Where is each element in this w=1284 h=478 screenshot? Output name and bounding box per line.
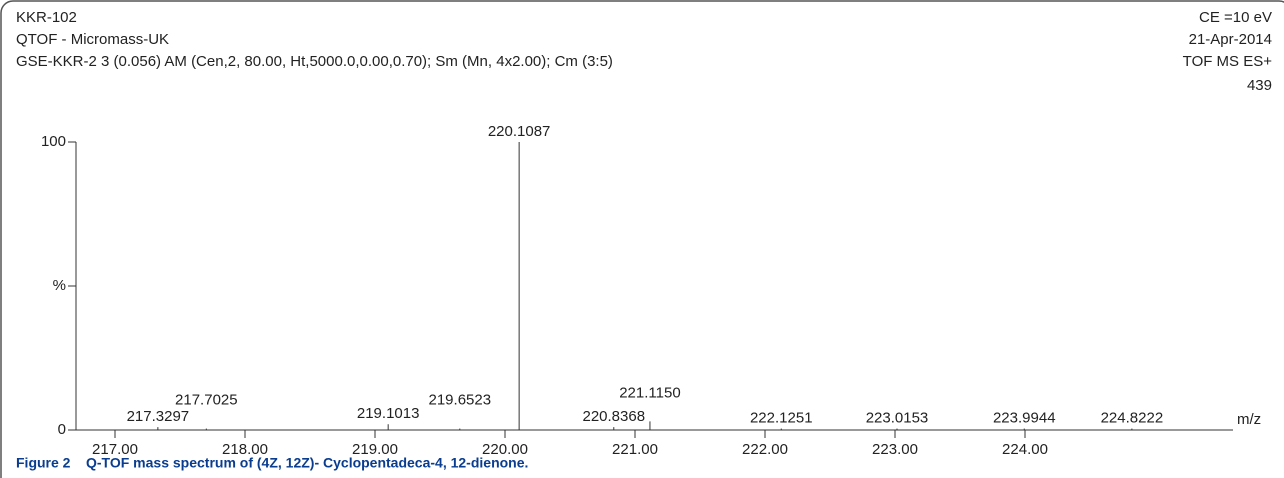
header-line: 21-Apr-2014 bbox=[1189, 31, 1272, 48]
peak-label: 217.3297 bbox=[127, 408, 190, 425]
y-tick-label: % bbox=[53, 277, 66, 294]
y-tick-label: 100 bbox=[41, 133, 66, 150]
peak-label: 217.7025 bbox=[175, 392, 238, 409]
caption-label: Figure 2 bbox=[16, 455, 71, 471]
x-tick-label: 223.00 bbox=[872, 441, 918, 458]
peak-label: 223.9944 bbox=[993, 410, 1056, 427]
peak-label: 219.6523 bbox=[429, 392, 492, 409]
header-line: QTOF - Micromass-UK bbox=[16, 31, 169, 48]
peak-label: 219.1013 bbox=[357, 405, 420, 422]
peak-label: 224.8222 bbox=[1101, 410, 1164, 427]
y-tick-label: 0 bbox=[58, 421, 66, 438]
header-line: TOF MS ES+ bbox=[1183, 53, 1273, 70]
peak-label: 222.1251 bbox=[750, 410, 813, 427]
x-tick-label: 220.00 bbox=[482, 441, 528, 458]
base-peak-intensity: 439 bbox=[1247, 77, 1272, 94]
x-tick-label: 222.00 bbox=[742, 441, 788, 458]
peak-label: 220.8368 bbox=[582, 408, 645, 425]
header-line: KKR-102 bbox=[16, 9, 77, 26]
x-tick-label: 218.00 bbox=[222, 441, 268, 458]
peak-label: 220.1087 bbox=[488, 123, 551, 140]
header-line: GSE-KKR-2 3 (0.056) AM (Cen,2, 80.00, Ht… bbox=[16, 53, 613, 70]
x-axis-label: m/z bbox=[1237, 411, 1261, 428]
x-tick-label: 221.00 bbox=[612, 441, 658, 458]
caption-text: Q-TOF mass spectrum of (4Z, 12Z)- Cyclop… bbox=[86, 455, 528, 471]
peak-label: 223.0153 bbox=[866, 410, 929, 427]
x-tick-label: 217.00 bbox=[92, 441, 138, 458]
header-line: CE =10 eV bbox=[1199, 9, 1272, 26]
peak-label: 221.1150 bbox=[619, 384, 680, 401]
x-tick-label: 224.00 bbox=[1002, 441, 1048, 458]
x-tick-label: 219.00 bbox=[352, 441, 398, 458]
